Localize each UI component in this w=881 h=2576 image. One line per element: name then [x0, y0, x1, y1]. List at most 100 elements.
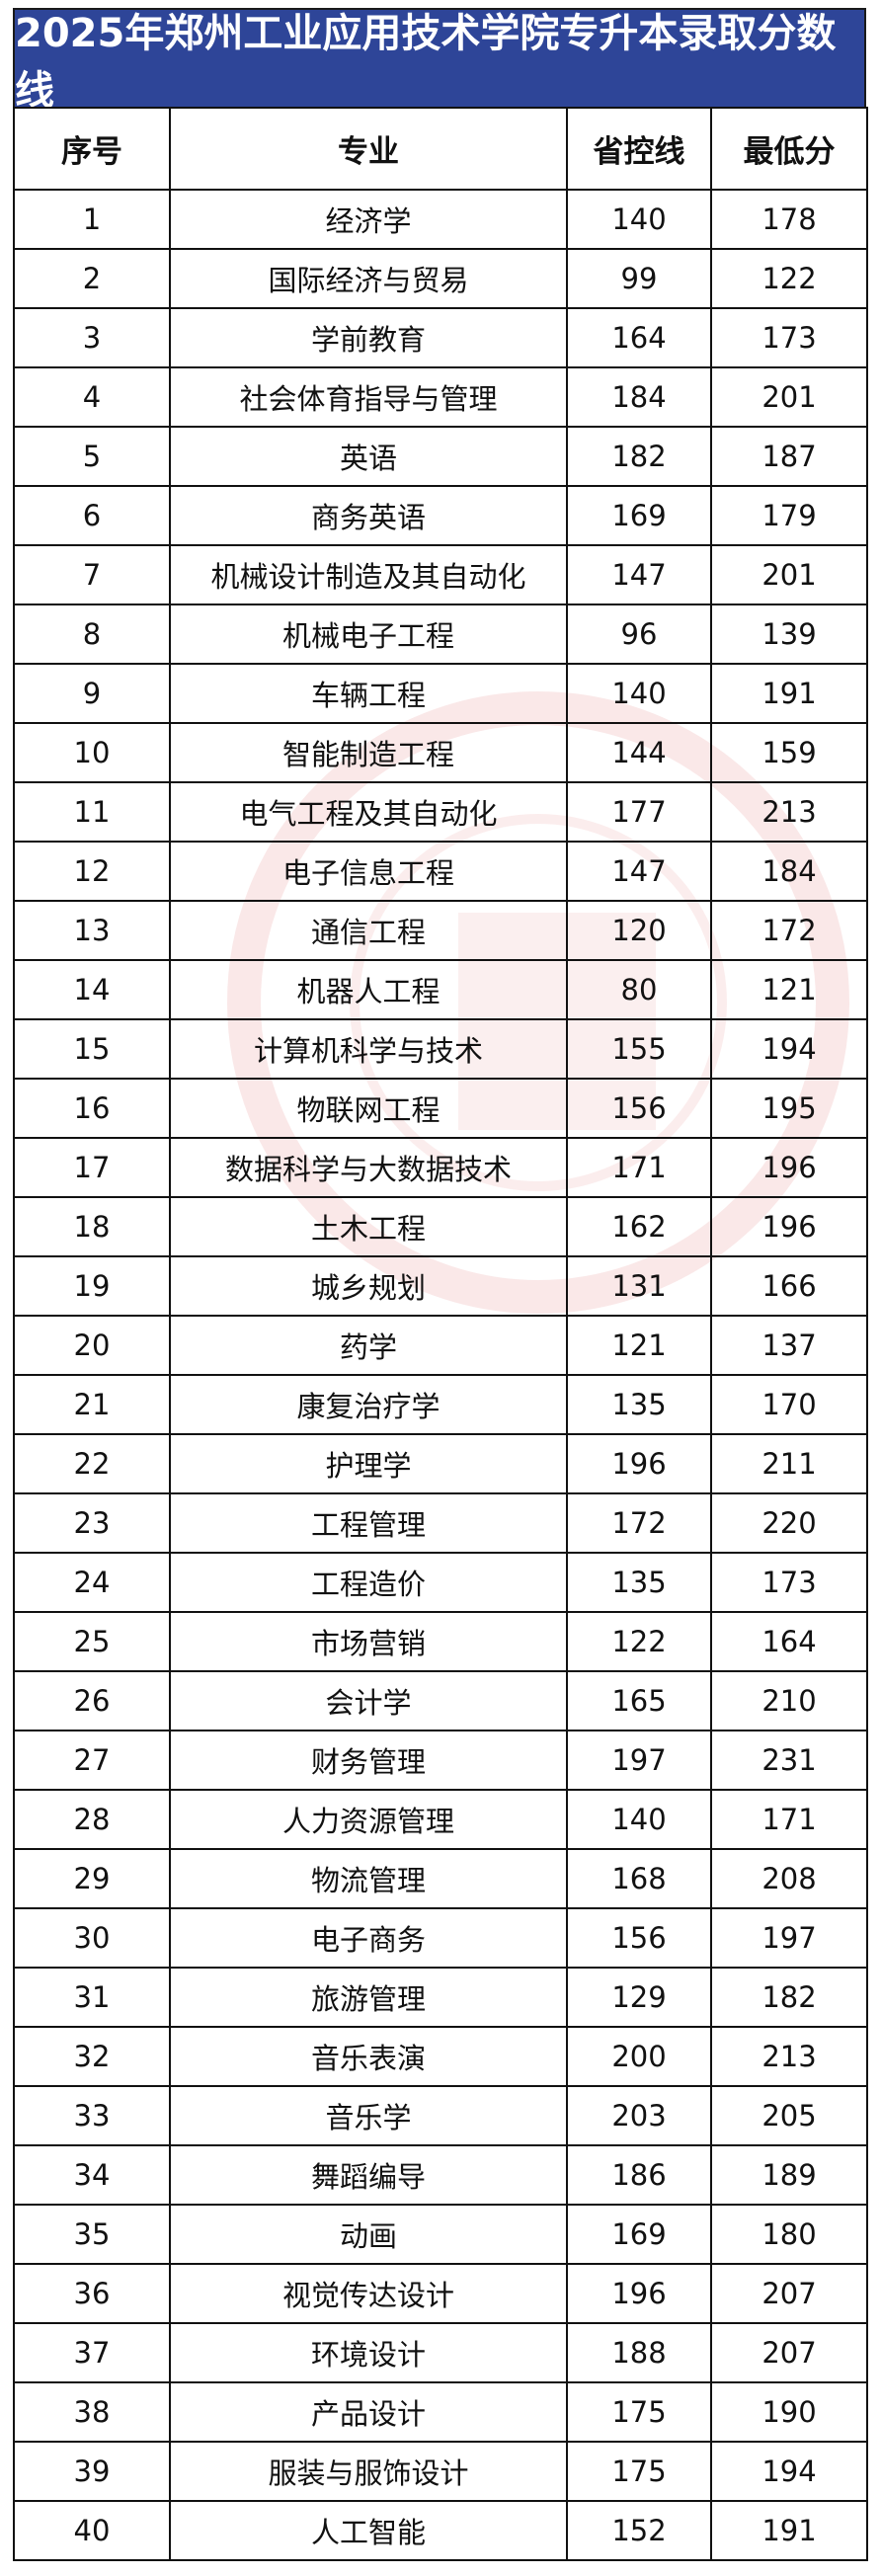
cell-min-score: 159 [710, 722, 868, 783]
cell-min-score: 201 [710, 366, 868, 428]
cell-major: 国际经济与贸易 [169, 248, 568, 309]
table-row: 25 市场营销 122 164 [13, 1611, 868, 1672]
cell-provincial-line: 121 [566, 1315, 712, 1376]
cell-index: 1 [13, 189, 171, 250]
table-row: 33 音乐学 203 205 [13, 2085, 868, 2146]
cell-major: 物流管理 [169, 1848, 568, 1909]
cell-provincial-line: 147 [566, 841, 712, 902]
cell-index: 15 [13, 1018, 171, 1080]
header-index: 序号 [13, 107, 171, 191]
cell-min-score: 173 [710, 1552, 868, 1613]
cell-major: 商务英语 [169, 485, 568, 546]
cell-provincial-line: 99 [566, 248, 712, 309]
cell-index: 34 [13, 2144, 171, 2206]
table-row: 4 社会体育指导与管理 184 201 [13, 366, 868, 428]
cell-major: 机械电子工程 [169, 604, 568, 665]
cell-major: 机器人工程 [169, 959, 568, 1020]
table-row: 17 数据科学与大数据技术 171 196 [13, 1137, 868, 1198]
cell-index: 16 [13, 1078, 171, 1139]
cell-provincial-line: 147 [566, 544, 712, 605]
cell-min-score: 191 [710, 663, 868, 724]
cell-major: 康复治疗学 [169, 1374, 568, 1435]
cell-index: 31 [13, 1967, 171, 2028]
table-row: 20 药学 121 137 [13, 1315, 868, 1376]
cell-index: 2 [13, 248, 171, 309]
cell-provincial-line: 175 [566, 2441, 712, 2502]
cell-index: 20 [13, 1315, 171, 1376]
table-row: 9 车辆工程 140 191 [13, 663, 868, 724]
cell-index: 7 [13, 544, 171, 605]
cell-min-score: 213 [710, 2026, 868, 2087]
table-row: 32 音乐表演 200 213 [13, 2026, 868, 2087]
table-row: 14 机器人工程 80 121 [13, 959, 868, 1020]
cell-provincial-line: 156 [566, 1907, 712, 1969]
cell-major: 旅游管理 [169, 1967, 568, 2028]
cell-major: 城乡规划 [169, 1255, 568, 1317]
table-row: 29 物流管理 168 208 [13, 1848, 868, 1909]
table-row: 35 动画 169 180 [13, 2204, 868, 2265]
cell-major: 音乐学 [169, 2085, 568, 2146]
cell-index: 18 [13, 1196, 171, 1257]
cell-index: 23 [13, 1492, 171, 1554]
cell-major: 财务管理 [169, 1730, 568, 1791]
cell-min-score: 122 [710, 248, 868, 309]
cell-major: 人力资源管理 [169, 1789, 568, 1850]
cell-min-score: 201 [710, 544, 868, 605]
table-row: 27 财务管理 197 231 [13, 1730, 868, 1791]
cell-index: 27 [13, 1730, 171, 1791]
cell-major: 电子商务 [169, 1907, 568, 1969]
cell-provincial-line: 182 [566, 426, 712, 487]
table-row: 19 城乡规划 131 166 [13, 1255, 868, 1317]
cell-index: 40 [13, 2500, 171, 2561]
cell-provincial-line: 196 [566, 2263, 712, 2324]
cell-min-score: 207 [710, 2322, 868, 2383]
cell-major: 物联网工程 [169, 1078, 568, 1139]
cell-provincial-line: 169 [566, 2204, 712, 2265]
cell-index: 14 [13, 959, 171, 1020]
cell-major: 视觉传达设计 [169, 2263, 568, 2324]
cell-index: 38 [13, 2381, 171, 2443]
cell-index: 10 [13, 722, 171, 783]
cell-index: 3 [13, 307, 171, 368]
cell-provincial-line: 184 [566, 366, 712, 428]
cell-major: 会计学 [169, 1670, 568, 1731]
page-title: 2025年郑州工业应用技术学院专升本录取分数线 [13, 8, 866, 114]
cell-index: 9 [13, 663, 171, 724]
cell-major: 经济学 [169, 189, 568, 250]
cell-provincial-line: 203 [566, 2085, 712, 2146]
cell-major: 工程造价 [169, 1552, 568, 1613]
cell-min-score: 179 [710, 485, 868, 546]
table-row: 2 国际经济与贸易 99 122 [13, 248, 868, 309]
table-row: 1 经济学 140 178 [13, 189, 868, 250]
cell-min-score: 180 [710, 2204, 868, 2265]
table-row: 16 物联网工程 156 195 [13, 1078, 868, 1139]
cell-provincial-line: 172 [566, 1492, 712, 1554]
cell-index: 22 [13, 1433, 171, 1494]
cell-provincial-line: 80 [566, 959, 712, 1020]
cell-index: 26 [13, 1670, 171, 1731]
cell-index: 25 [13, 1611, 171, 1672]
table-row: 6 商务英语 169 179 [13, 485, 868, 546]
cell-provincial-line: 169 [566, 485, 712, 546]
cell-provincial-line: 140 [566, 189, 712, 250]
table-row: 3 学前教育 164 173 [13, 307, 868, 368]
cell-min-score: 190 [710, 2381, 868, 2443]
cell-major: 土木工程 [169, 1196, 568, 1257]
cell-provincial-line: 197 [566, 1730, 712, 1791]
cell-min-score: 197 [710, 1907, 868, 1969]
cell-provincial-line: 196 [566, 1433, 712, 1494]
cell-index: 17 [13, 1137, 171, 1198]
cell-provincial-line: 140 [566, 663, 712, 724]
table-row: 28 人力资源管理 140 171 [13, 1789, 868, 1850]
table-row: 13 通信工程 120 172 [13, 900, 868, 961]
cell-min-score: 211 [710, 1433, 868, 1494]
cell-provincial-line: 144 [566, 722, 712, 783]
table-row: 22 护理学 196 211 [13, 1433, 868, 1494]
cell-min-score: 196 [710, 1196, 868, 1257]
cell-index: 32 [13, 2026, 171, 2087]
cell-major: 学前教育 [169, 307, 568, 368]
cell-major: 电子信息工程 [169, 841, 568, 902]
cell-min-score: 196 [710, 1137, 868, 1198]
cell-index: 29 [13, 1848, 171, 1909]
